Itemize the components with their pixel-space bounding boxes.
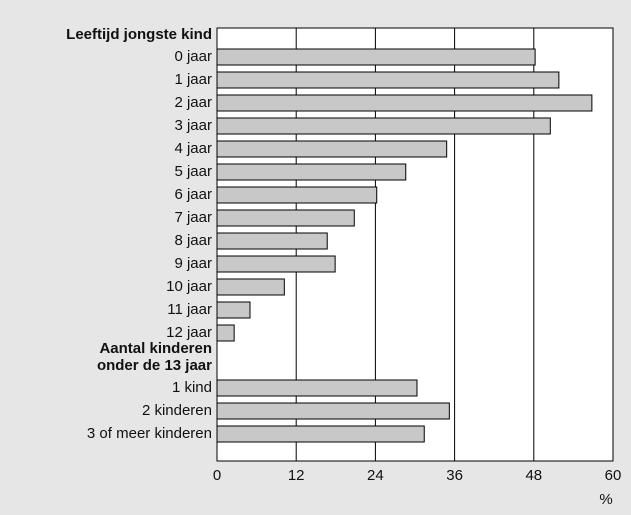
y-tick-label: 3 jaar bbox=[174, 117, 212, 134]
x-tick-label: 60 bbox=[605, 467, 622, 484]
y-tick-label: 12 jaar bbox=[166, 324, 212, 341]
y-tick-label: 1 jaar bbox=[174, 71, 212, 88]
y-tick-label: 2 jaar bbox=[174, 94, 212, 111]
bar bbox=[216, 94, 593, 112]
bar bbox=[216, 140, 448, 158]
bar bbox=[216, 48, 536, 66]
bar bbox=[216, 71, 560, 89]
y-tick-label: 8 jaar bbox=[174, 232, 212, 249]
bar bbox=[216, 301, 251, 319]
bar bbox=[216, 117, 551, 135]
x-tick-label: 36 bbox=[446, 467, 463, 484]
y-tick-label: 5 jaar bbox=[174, 163, 212, 180]
bar bbox=[216, 402, 450, 420]
y-tick-label: 1 kind bbox=[172, 379, 212, 396]
bar bbox=[216, 324, 235, 342]
bar bbox=[216, 232, 328, 250]
bar bbox=[216, 209, 355, 227]
x-tick-label: 12 bbox=[288, 467, 305, 484]
y-tick-label: 10 jaar bbox=[166, 278, 212, 295]
bar bbox=[216, 278, 285, 296]
y-tick-label: 0 jaar bbox=[174, 48, 212, 65]
y-tick-label: 6 jaar bbox=[174, 186, 212, 203]
y-tick-label: 2 kinderen bbox=[142, 402, 212, 419]
x-tick-label: 48 bbox=[525, 467, 542, 484]
y-tick-label: 11 jaar bbox=[167, 301, 212, 318]
bar bbox=[216, 186, 378, 204]
x-tick-label: 24 bbox=[367, 467, 384, 484]
y-tick-label: 3 of meer kinderen bbox=[87, 425, 212, 442]
group-label: Aantal kinderen bbox=[99, 340, 212, 357]
y-tick-label: 4 jaar bbox=[174, 140, 212, 157]
y-tick-label: 9 jaar bbox=[174, 255, 212, 272]
x-tick-label: 0 bbox=[213, 467, 221, 484]
bar bbox=[216, 163, 407, 181]
bar bbox=[216, 255, 336, 273]
x-axis-label: % bbox=[599, 491, 612, 508]
bar bbox=[216, 379, 418, 397]
group-label: onder de 13 jaar bbox=[97, 357, 212, 374]
bar bbox=[216, 425, 425, 443]
group-label: Leeftijd jongste kind bbox=[66, 26, 212, 43]
y-tick-label: 7 jaar bbox=[174, 209, 212, 226]
